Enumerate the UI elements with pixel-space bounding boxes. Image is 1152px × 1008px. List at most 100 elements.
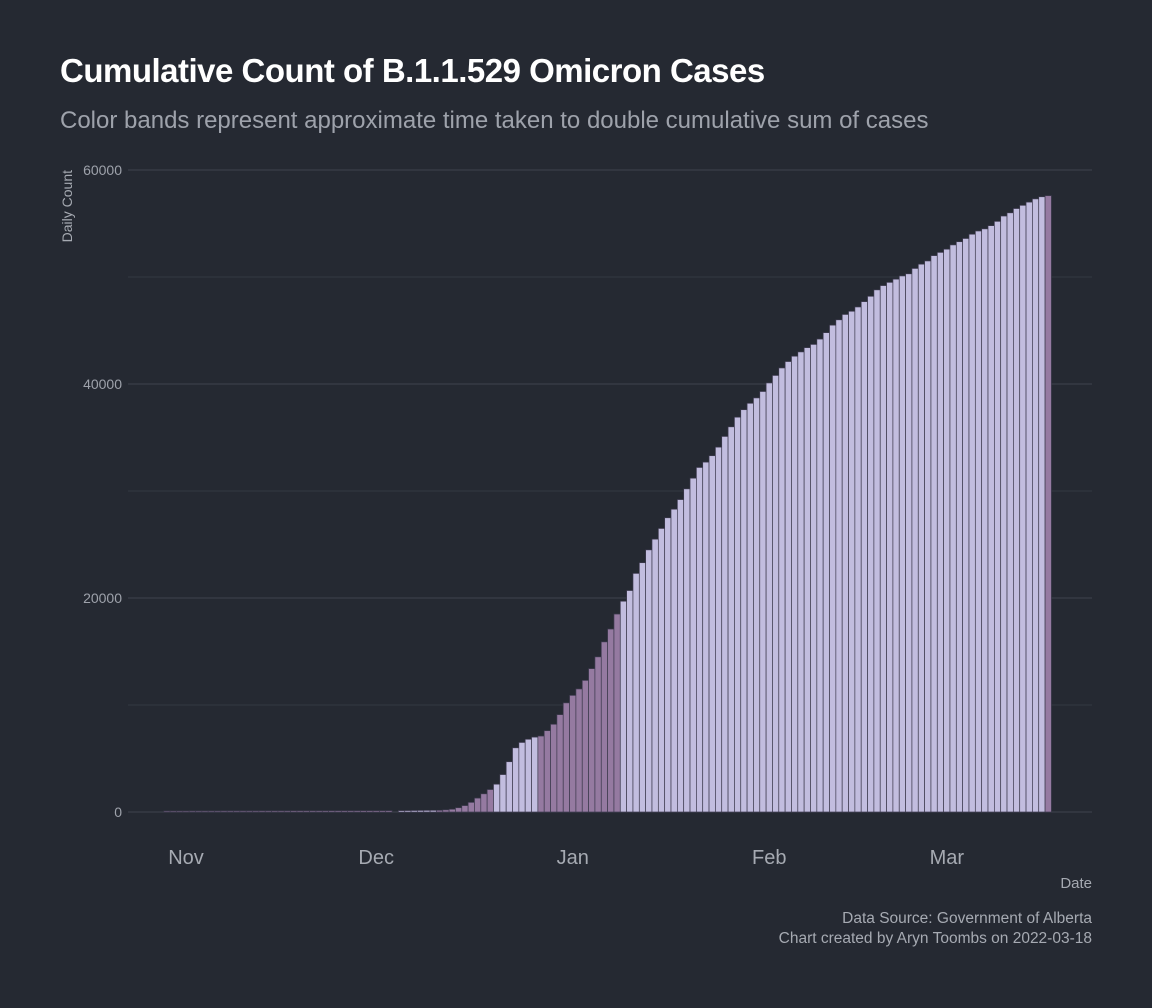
bar xyxy=(537,735,545,813)
bar xyxy=(556,714,564,813)
bar xyxy=(1013,208,1021,813)
bar xyxy=(455,807,463,813)
bar xyxy=(195,810,203,813)
bar xyxy=(841,314,849,813)
chart-caption: Data Source: Government of Alberta Chart… xyxy=(779,909,1092,949)
bar xyxy=(810,344,818,813)
bar xyxy=(385,810,393,813)
bar xyxy=(873,289,881,813)
bar xyxy=(182,810,190,813)
bar xyxy=(594,656,602,813)
y-tick-label: 0 xyxy=(114,804,122,820)
bar xyxy=(981,228,989,813)
bar xyxy=(734,416,742,813)
chart-credit-note: Chart created by Aryn Toombs on 2022-03-… xyxy=(778,930,1092,947)
bar xyxy=(689,477,697,813)
bar xyxy=(753,397,761,813)
bar xyxy=(334,810,342,813)
bar xyxy=(727,426,735,813)
bar xyxy=(930,255,938,813)
bar xyxy=(461,805,469,813)
bar xyxy=(822,332,830,813)
bar xyxy=(169,810,177,813)
bar xyxy=(569,695,577,813)
bar xyxy=(581,680,589,813)
bar xyxy=(442,809,450,813)
bar xyxy=(784,361,792,813)
bar xyxy=(835,319,843,813)
y-tick-label: 60000 xyxy=(83,162,122,178)
bar xyxy=(772,375,780,813)
bar xyxy=(854,306,862,813)
bar xyxy=(226,810,234,813)
bar xyxy=(778,367,786,813)
bar xyxy=(1032,198,1040,813)
bar xyxy=(816,338,824,813)
bar xyxy=(512,747,520,813)
bar xyxy=(696,467,704,813)
bar xyxy=(1006,212,1014,813)
bar xyxy=(765,382,773,813)
bar xyxy=(188,810,196,813)
x-tick-label: Nov xyxy=(168,847,204,869)
bar xyxy=(987,225,995,813)
bar xyxy=(264,810,272,813)
bar xyxy=(619,600,627,813)
bar xyxy=(829,324,837,813)
bar xyxy=(962,238,970,813)
bar xyxy=(271,810,279,813)
x-tick-label: Feb xyxy=(752,847,786,869)
bar xyxy=(740,409,748,813)
bar xyxy=(702,461,710,813)
bar xyxy=(499,774,507,813)
bar xyxy=(283,810,291,813)
bar xyxy=(163,810,171,813)
bar xyxy=(968,233,976,813)
bar xyxy=(600,641,608,813)
bar xyxy=(302,810,310,813)
bar xyxy=(607,628,615,813)
bar xyxy=(550,723,558,813)
bar xyxy=(715,446,723,813)
bar xyxy=(638,562,646,813)
bar xyxy=(436,809,444,813)
bar xyxy=(651,538,659,813)
bar xyxy=(588,668,596,813)
bar xyxy=(1000,215,1008,813)
bar xyxy=(1038,196,1046,813)
x-tick-label: Mar xyxy=(930,847,965,869)
bar xyxy=(670,508,678,813)
bar xyxy=(1044,195,1052,813)
bar xyxy=(848,310,856,813)
bar xyxy=(309,810,317,813)
bar xyxy=(543,730,551,813)
bar xyxy=(258,810,266,813)
bar xyxy=(791,355,799,813)
bar xyxy=(176,810,184,813)
y-tick-label: 40000 xyxy=(83,376,122,392)
bar xyxy=(347,810,355,813)
bar xyxy=(664,517,672,813)
x-tick-label: Jan xyxy=(557,847,589,869)
bar xyxy=(201,810,209,813)
bar xyxy=(1025,201,1033,813)
bar xyxy=(372,810,380,813)
bar xyxy=(676,499,685,813)
bar xyxy=(531,736,539,813)
bar xyxy=(924,260,932,813)
bar xyxy=(708,455,716,813)
chart-subtitle: Color bands represent approximate time t… xyxy=(60,107,929,134)
bar xyxy=(645,549,653,813)
bar xyxy=(974,230,983,813)
bar xyxy=(892,278,900,813)
data-source-note: Data Source: Government of Alberta xyxy=(842,910,1092,927)
bar xyxy=(360,810,368,813)
bar xyxy=(797,351,805,813)
bar xyxy=(759,391,767,813)
bar xyxy=(905,273,913,813)
bar xyxy=(239,810,247,813)
bar xyxy=(467,802,475,813)
bar xyxy=(379,810,387,813)
